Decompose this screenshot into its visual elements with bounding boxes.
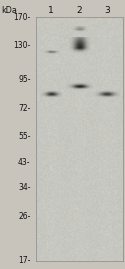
Text: 130-: 130- <box>13 41 31 50</box>
Text: 55-: 55- <box>18 132 31 141</box>
Text: 34-: 34- <box>18 183 31 192</box>
Text: 3: 3 <box>104 6 110 15</box>
Text: 2: 2 <box>76 6 82 15</box>
Text: 1: 1 <box>48 6 54 15</box>
Text: 17-: 17- <box>18 256 31 266</box>
Text: 170-: 170- <box>13 13 31 22</box>
Text: 43-: 43- <box>18 158 31 167</box>
Text: 95-: 95- <box>18 75 31 83</box>
Text: 26-: 26- <box>18 211 31 221</box>
Text: 72-: 72- <box>18 104 31 113</box>
Text: kDa: kDa <box>1 6 17 15</box>
